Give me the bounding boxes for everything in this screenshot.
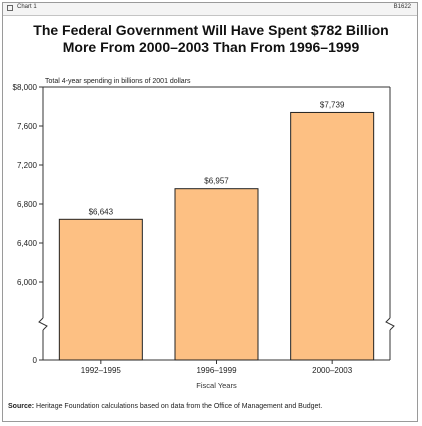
x-tick-label: 2000–2003 (312, 366, 353, 375)
chart-title: The Federal Government Will Have Spent $… (0, 22, 422, 56)
source-note: Source: Heritage Foundation calculations… (8, 403, 322, 410)
bar-value-label: $6,957 (204, 177, 229, 186)
y-tick-label: 0 (33, 356, 38, 365)
chart-icon (7, 5, 13, 11)
x-axis-label: Fiscal Years (196, 381, 237, 390)
y-axis-break-left (38, 317, 48, 331)
chart-title-line-2: More From 2000–2003 Than From 1996–1999 (62, 39, 360, 55)
y-tick-label: 6,400 (17, 239, 38, 248)
y-tick-label: 6,800 (17, 200, 38, 209)
chart-id: B1622 (393, 4, 411, 10)
chart-header-bar: Chart 1 B1622 (3, 3, 417, 16)
bar-value-label: $7,739 (320, 100, 345, 109)
y-axis-break-right (385, 317, 395, 331)
x-tick-label: 1996–1999 (196, 366, 237, 375)
source-text: Heritage Foundation calculations based o… (36, 403, 323, 410)
bar-3 (290, 111, 375, 361)
bar-2 (174, 188, 259, 361)
y-tick-label: 7,600 (17, 122, 38, 131)
bar-value-label: $6,643 (89, 207, 114, 216)
chart-title-line-1: The Federal Government Will Have Spent $… (33, 22, 389, 38)
y-tick-label: $8,000 (13, 83, 38, 92)
y-axis-label: Total 4-year spending in billions of 200… (45, 78, 191, 85)
chart-number-label: Chart 1 (17, 4, 37, 10)
source-label: Source: (8, 403, 35, 410)
y-tick-label: 7,200 (17, 161, 38, 170)
x-tick-label: 1992–1995 (81, 366, 122, 375)
bar-1 (58, 218, 143, 361)
y-tick-label: 6,000 (17, 278, 38, 287)
